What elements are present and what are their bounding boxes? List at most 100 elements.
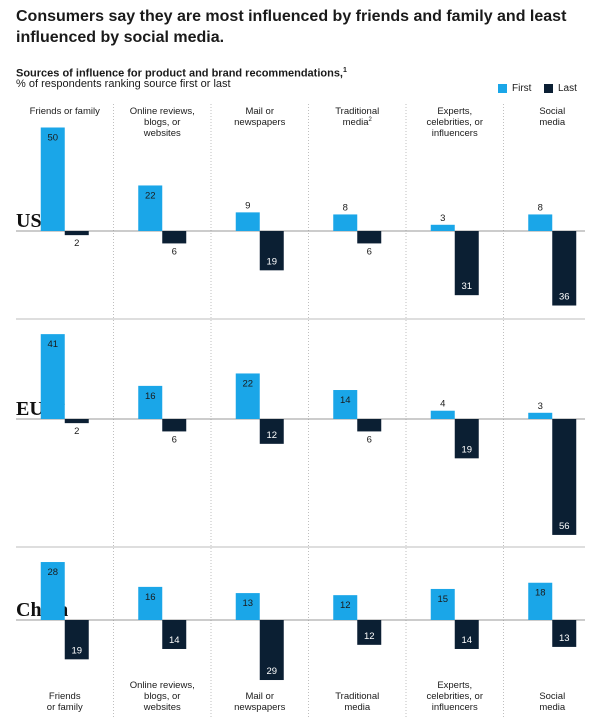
data-label-last: 36 xyxy=(559,292,570,303)
data-label-first: 14 xyxy=(340,395,351,406)
category-label-bottom: Social xyxy=(539,691,565,702)
category-label-bottom: media xyxy=(344,702,371,713)
category-label-top: media2 xyxy=(343,117,373,128)
category-label-bottom: Online reviews, xyxy=(130,680,195,691)
data-label-first: 16 xyxy=(145,391,156,402)
bar-first xyxy=(528,214,553,231)
bar-first xyxy=(40,334,65,419)
bar-last xyxy=(162,231,187,244)
category-label-bottom: blogs, or xyxy=(144,691,180,702)
category-label-top: Traditional xyxy=(335,106,379,117)
category-label-bottom: media xyxy=(539,702,566,713)
category-label-bottom: websites xyxy=(143,702,181,713)
data-label-first: 28 xyxy=(47,567,58,578)
bar-first xyxy=(430,588,455,620)
bar-last xyxy=(454,620,479,649)
data-label-last: 19 xyxy=(71,645,82,656)
data-label-last: 19 xyxy=(266,256,277,267)
bar-first xyxy=(528,412,553,419)
data-label-last: 19 xyxy=(461,444,472,455)
category-label-top: websites xyxy=(143,128,181,139)
bar-last xyxy=(357,620,382,645)
data-label-first: 50 xyxy=(47,133,58,144)
bar-first xyxy=(333,214,358,231)
chart-subtitle-text: Sources of influence for product and bra… xyxy=(16,67,343,80)
bar-last xyxy=(162,620,187,649)
bar-last xyxy=(259,419,284,444)
bar-first xyxy=(138,586,163,620)
data-label-last: 6 xyxy=(367,434,372,445)
bar-first xyxy=(138,385,163,419)
bar-first xyxy=(333,595,358,620)
bar-last xyxy=(454,231,479,296)
bar-last xyxy=(64,419,89,424)
data-label-first: 41 xyxy=(47,339,58,350)
category-label-bottom: Friends xyxy=(49,691,81,702)
category-label-bottom: influencers xyxy=(432,702,478,713)
legend-last-swatch xyxy=(544,84,553,93)
bar-first xyxy=(235,212,260,231)
bar-first xyxy=(528,582,553,620)
legend-first-label: First xyxy=(512,83,532,94)
bar-last xyxy=(64,620,89,660)
bar-last xyxy=(552,620,577,647)
category-label-bottom: newspapers xyxy=(234,702,285,713)
data-label-last: 56 xyxy=(559,521,570,532)
data-label-last: 14 xyxy=(169,635,180,646)
bar-first xyxy=(40,127,65,231)
data-label-first: 4 xyxy=(440,399,445,410)
data-label-last: 6 xyxy=(172,246,177,257)
data-label-last: 2 xyxy=(74,238,79,249)
bar-last xyxy=(454,419,479,459)
bar-first xyxy=(430,410,455,419)
bar-last xyxy=(552,419,577,535)
data-label-first: 12 xyxy=(340,600,351,611)
bar-last xyxy=(162,419,187,432)
data-label-first: 9 xyxy=(245,200,250,211)
bar-first xyxy=(235,373,260,419)
category-label-top: media xyxy=(539,117,566,128)
bar-last xyxy=(357,231,382,244)
chart-note: % of respondents ranking source first or… xyxy=(16,78,231,90)
data-label-first: 16 xyxy=(145,592,156,603)
bar-first xyxy=(430,224,455,231)
bar-first xyxy=(333,390,358,419)
category-label-top: Online reviews, xyxy=(130,106,195,117)
bar-last xyxy=(357,419,382,432)
legend-first: First xyxy=(498,83,531,94)
category-label-bottom: Traditional xyxy=(335,691,379,702)
data-label-first: 8 xyxy=(538,202,543,213)
bar-last xyxy=(64,231,89,236)
category-label-bottom: Experts, xyxy=(437,680,472,691)
chart-subtitle: Sources of influence for product and bra… xyxy=(16,64,347,81)
data-label-last: 13 xyxy=(559,633,570,644)
bar-first xyxy=(138,185,163,231)
data-label-first: 18 xyxy=(535,588,546,599)
data-label-last: 2 xyxy=(74,426,79,437)
category-label-top: newspapers xyxy=(234,117,285,128)
footnote-marker: 1 xyxy=(343,67,347,74)
data-label-first: 22 xyxy=(145,190,156,201)
category-label-bottom: celebrities, or xyxy=(427,691,484,702)
category-label-top: celebrities, or xyxy=(427,117,484,128)
data-label-last: 31 xyxy=(461,281,472,292)
data-label-last: 12 xyxy=(266,430,277,441)
legend-last: Last xyxy=(544,83,577,94)
bar-last xyxy=(259,620,284,681)
legend-first-swatch xyxy=(498,84,507,93)
category-label-top: blogs, or xyxy=(144,117,180,128)
data-label-last: 29 xyxy=(266,666,277,677)
category-label-top: influencers xyxy=(432,128,478,139)
category-label-top: Social xyxy=(539,106,565,117)
region-label: US xyxy=(16,210,42,232)
bar-first xyxy=(235,593,260,620)
category-label-top: Experts, xyxy=(437,106,472,117)
bar-last xyxy=(259,231,284,271)
bar-first xyxy=(40,562,65,620)
data-label-first: 3 xyxy=(538,401,543,412)
data-label-first: 8 xyxy=(343,202,348,213)
data-label-first: 22 xyxy=(242,378,253,389)
data-label-first: 13 xyxy=(242,598,253,609)
legend-last-label: Last xyxy=(558,83,577,94)
